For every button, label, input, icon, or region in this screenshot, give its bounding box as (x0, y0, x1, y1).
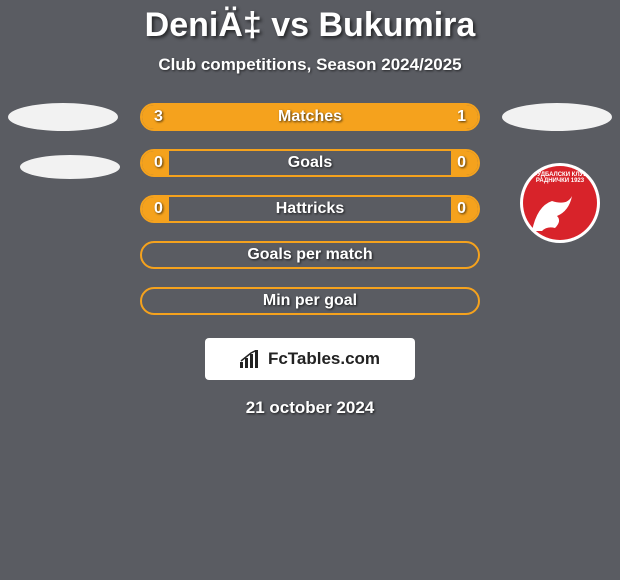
player-left-placeholder-2 (20, 155, 120, 179)
bar-label: Goals per match (142, 243, 478, 267)
subtitle: Club competitions, Season 2024/2025 (0, 55, 620, 75)
bar-label: Matches (142, 105, 478, 129)
player-right-placeholder (502, 103, 612, 131)
bar-value-left: 3 (154, 105, 163, 129)
date-label: 21 october 2024 (0, 398, 620, 418)
chart-icon (240, 350, 262, 368)
stat-bar: Hattricks0 0 (140, 195, 480, 223)
stat-bar: Goals per match (140, 241, 480, 269)
player-left-placeholder-1 (8, 103, 118, 131)
comparison-bars: Matches31Goals00Hattricks00Goals per mat… (140, 103, 480, 333)
club-badge-right: ФУДБАЛСКИ КЛУБ РАДНИЧКИ 1923 (520, 163, 600, 243)
bar-value-right: 0 (457, 151, 466, 175)
brand-name: FcTables.com (268, 349, 380, 369)
stat-bar: Min per goal (140, 287, 480, 315)
bar-label: Hattricks (142, 197, 478, 221)
bar-label: Min per goal (142, 289, 478, 313)
page-title: DeniÄ‡ vs Bukumira (0, 0, 620, 45)
bar-value-left: 0 (154, 151, 163, 175)
bar-value-right: 0 (457, 197, 466, 221)
bar-label: Goals (142, 151, 478, 175)
eagle-icon (527, 186, 577, 236)
stat-bar: Matches3 1 (140, 103, 480, 131)
bar-value-right: 1 (457, 105, 466, 129)
club-badge-text: ФУДБАЛСКИ КЛУБ РАДНИЧКИ 1923 (523, 172, 597, 184)
bar-value-left: 0 (154, 197, 163, 221)
stat-bar: Goals0 0 (140, 149, 480, 177)
brand-logo: FcTables.com (205, 338, 415, 380)
